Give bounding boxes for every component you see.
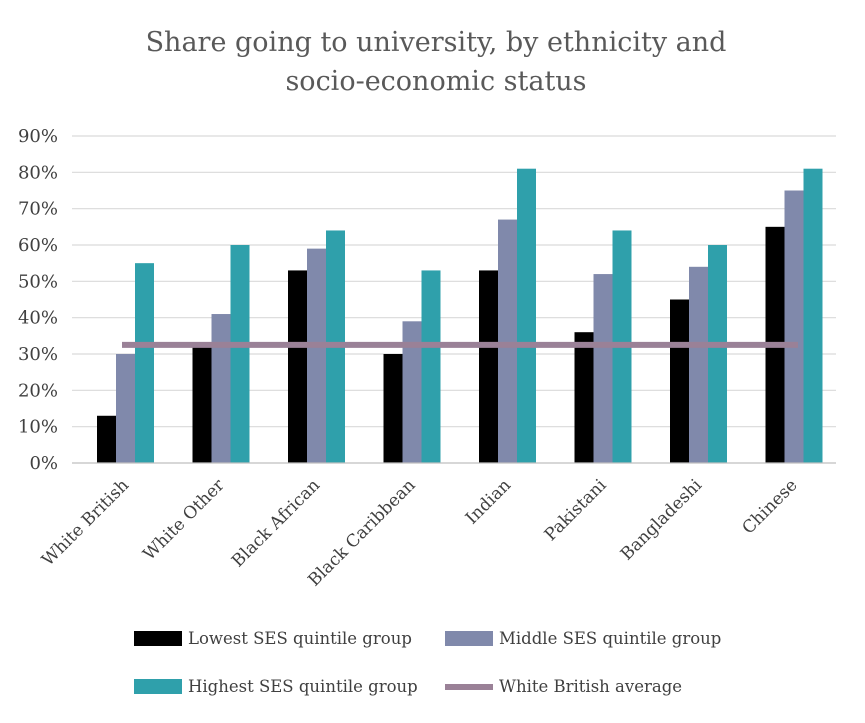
legend-label-highest: Highest SES quintile group — [188, 677, 418, 696]
bar-black-african-middle — [307, 248, 326, 463]
chart-title-line-1: Share going to university, by ethnicity … — [146, 27, 727, 58]
y-tick-label: 30% — [18, 344, 58, 365]
x-category-label: Indian — [462, 475, 515, 528]
bar-black-caribbean-middle — [402, 321, 422, 463]
bar-white-other-middle — [211, 314, 231, 463]
chart-title-line-2: socio-economic status — [285, 66, 586, 97]
y-tick-label: 10% — [18, 417, 58, 438]
bar-bangladeshi-middle — [689, 266, 708, 463]
bar-pakistani-lowest — [574, 332, 594, 463]
bar-pakistani-middle — [593, 274, 613, 463]
bar-white-other-highest — [230, 245, 250, 463]
bar-white-british-middle — [116, 354, 135, 463]
bar-indian-lowest — [479, 270, 498, 463]
y-tick-label: 20% — [18, 380, 58, 401]
legend-label-lowest: Lowest SES quintile group — [188, 629, 412, 648]
bar-bangladeshi-highest — [708, 245, 727, 463]
x-category-label: Black African — [228, 475, 324, 571]
bar-chinese-middle — [784, 190, 804, 463]
legend-swatch-lowest — [134, 631, 182, 646]
y-tick-label: 50% — [18, 271, 58, 292]
y-tick-label: 80% — [18, 162, 58, 183]
legend-label-average: White British average — [499, 677, 682, 696]
bar-chinese-highest — [803, 168, 823, 463]
bar-white-british-lowest — [97, 415, 116, 463]
legend-swatch-middle — [445, 631, 493, 646]
y-tick-label: 40% — [18, 308, 58, 329]
x-category-label: Pakistani — [541, 475, 611, 545]
bar-indian-middle — [498, 219, 517, 463]
x-category-label: White Other — [139, 475, 229, 565]
bar-black-caribbean-lowest — [383, 354, 403, 463]
bar-black-african-lowest — [288, 270, 307, 463]
x-axis-categories: White British White Other Black AfricanBla… — [38, 475, 801, 591]
y-axis-ticks: 0% 10% 20% 30% 40% 50% 60% 70% 80% 90% — [18, 126, 58, 474]
bar-black-caribbean-highest — [421, 270, 441, 463]
legend: Lowest SES quintile group Middle SES qui… — [134, 629, 721, 696]
x-category-label: Bangladeshi — [617, 475, 707, 565]
x-category-label: Black Caribbean — [304, 475, 419, 590]
y-tick-label: 70% — [18, 199, 58, 220]
y-tick-label: 60% — [18, 235, 58, 256]
x-category-label: White British — [38, 475, 133, 570]
bar-white-british-highest — [135, 263, 154, 463]
bar-indian-highest — [517, 168, 536, 463]
bars — [97, 168, 823, 463]
legend-label-middle: Middle SES quintile group — [499, 629, 721, 648]
y-tick-label: 0% — [29, 453, 58, 474]
bar-white-other-lowest — [192, 346, 212, 463]
y-tick-label: 90% — [18, 126, 58, 147]
x-category-label: Chinese — [738, 475, 801, 538]
bar-bangladeshi-lowest — [670, 299, 689, 463]
legend-swatch-highest — [134, 679, 182, 694]
